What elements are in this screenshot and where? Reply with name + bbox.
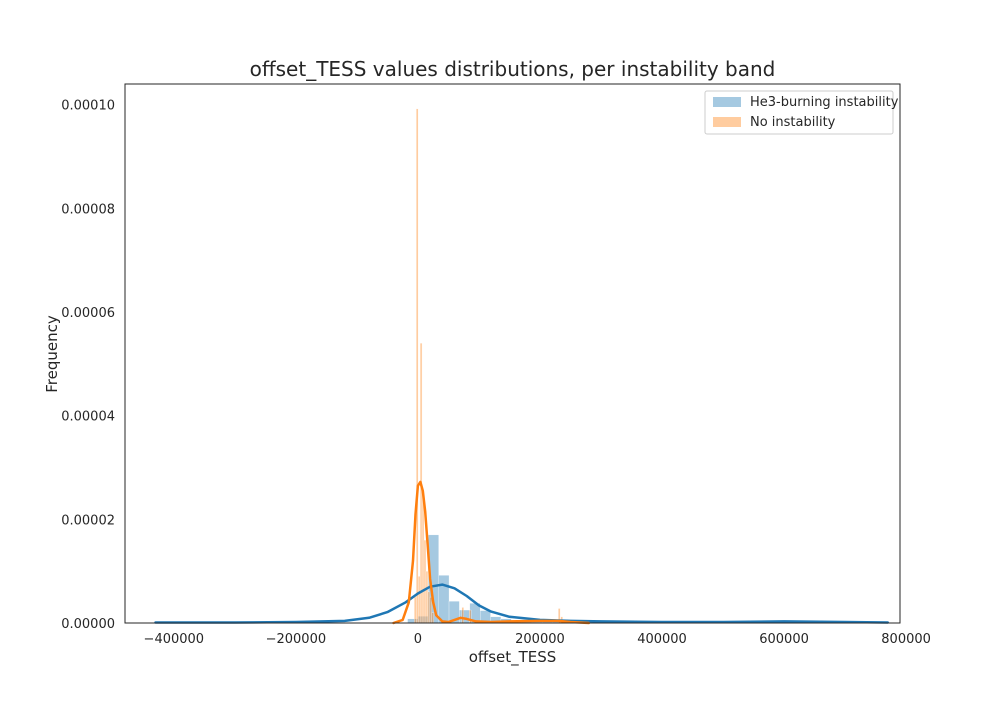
x-axis-label: offset_TESS: [469, 648, 557, 667]
x-tick-label: 0: [414, 632, 422, 647]
hist-bar-series-1-7: [427, 591, 431, 624]
legend-label-no-instability: No instability: [750, 115, 836, 130]
hist-bar-series-0-3: [438, 575, 450, 624]
legend-swatch-he3: [713, 97, 741, 107]
hist-bar-series-1-1: [416, 108, 419, 624]
hist-bar-series-1-8: [429, 596, 432, 624]
x-tick-label: 800000: [881, 632, 931, 647]
legend-swatch-no-instability: [713, 117, 741, 127]
y-tick-label: 0.00010: [61, 99, 115, 114]
x-tick-label: 600000: [759, 632, 809, 647]
y-tick-label: 0.00004: [61, 410, 115, 425]
kde-line-series-1: [392, 480, 591, 625]
y-tick-label: 0.00006: [61, 306, 115, 321]
hist-bar-series-1-5: [423, 539, 427, 624]
hist-bar-series-1-4: [421, 493, 425, 624]
x-tick-label: −400000: [144, 632, 205, 647]
y-axis-label: Frequency: [43, 315, 61, 393]
y-tick-label: 0.00000: [61, 617, 115, 632]
hist-bar-series-1-6: [425, 571, 429, 624]
hist-bar-series-1-10: [461, 607, 464, 624]
axes: −400000 −200000 0 200000 400000 600000 800000 0…: [61, 83, 931, 647]
legend-frame: [704, 90, 894, 135]
y-tick-label: 0.00002: [61, 513, 115, 528]
x-tick-label: −200000: [266, 632, 327, 647]
hist-bar-series-1-0: [414, 596, 417, 624]
plot-area: [154, 108, 890, 625]
y-tick-label: 0.00008: [61, 202, 115, 217]
kde-line-series-0: [154, 583, 890, 624]
x-tick-label: 400000: [637, 632, 687, 647]
legend: He3-burning instability No instability: [704, 90, 899, 135]
hist-bar-series-1-9: [431, 612, 434, 624]
legend-label-he3: He3-burning instability: [750, 95, 899, 110]
hist-bar-series-1-2: [418, 576, 421, 624]
hist-bar-series-0-5: [459, 609, 470, 624]
x-tick-label: 200000: [515, 632, 565, 647]
axes-frame: [124, 83, 901, 624]
chart-title: offset_TESS values distributions, per in…: [250, 57, 776, 81]
